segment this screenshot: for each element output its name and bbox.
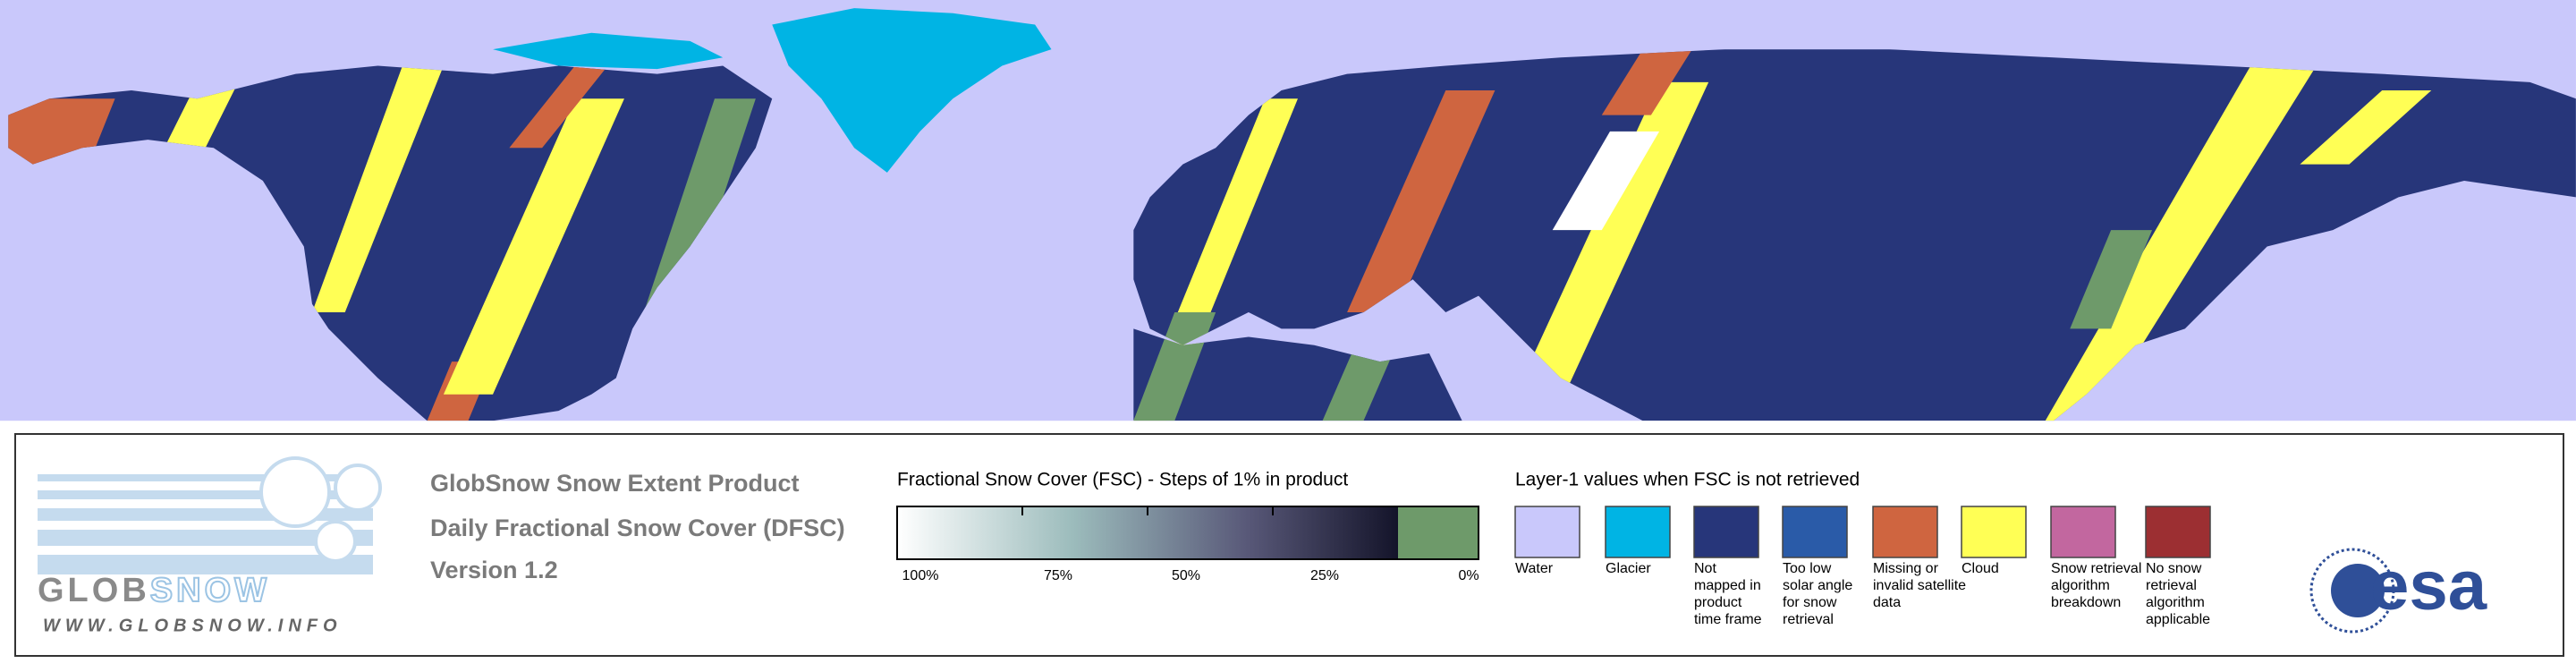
legend-label-line: Cloud xyxy=(1962,561,1999,576)
legend-label-line: Glacier xyxy=(1606,561,1651,576)
legend-label-line: No snow xyxy=(2146,561,2202,576)
dataset-title: Daily Fractional Snow Cover (DFSC) xyxy=(430,515,845,541)
legend-swatch xyxy=(1514,506,1580,558)
legend-label-line: time frame xyxy=(1694,612,1762,627)
legend-label-line: for snow xyxy=(1783,595,1837,610)
version: Version 1.2 xyxy=(430,557,558,583)
brand: esa xyxy=(2370,546,2487,625)
legend-label-line: solar angle xyxy=(1783,578,1852,593)
legend-label-line: Too low xyxy=(1783,561,1832,576)
colorbar-tick-label: 75% xyxy=(1044,568,1072,583)
legend-label: Glacier xyxy=(1606,561,1651,576)
colorbar-tick-label: 0% xyxy=(1458,568,1479,583)
colorbar-tick-label: 100% xyxy=(902,568,939,583)
legend-swatch xyxy=(1782,506,1848,558)
logo: GLOBSNOW WWW.GLOBSNOW.INFO xyxy=(38,456,382,635)
colorbar-tick-label: 25% xyxy=(1310,568,1339,583)
legend-label-line: Missing or xyxy=(1873,561,1939,576)
legend-label-line: data xyxy=(1873,595,1901,610)
colorbar-title: Fractional Snow Cover (FSC) - Steps of 1… xyxy=(897,470,1348,490)
product-title: GlobSnow Snow Extent Product xyxy=(430,470,800,497)
colorbar-tick-label: 50% xyxy=(1172,568,1200,583)
map xyxy=(0,0,2576,421)
svg-text:GLOBSNOW: GLOBSNOW xyxy=(38,572,270,609)
legend-label-line: retrieval xyxy=(2146,578,2197,593)
legend-label-line: algorithm xyxy=(2051,578,2110,593)
legend-swatch xyxy=(2050,506,2116,558)
colorbar-zero xyxy=(1398,506,1479,559)
legend-label: Water xyxy=(1515,561,1554,576)
legend-swatch xyxy=(1872,506,1938,558)
logo-text: SNOW xyxy=(150,572,270,609)
logo-url: WWW.GLOBSNOW.INFO xyxy=(43,616,343,635)
legend-label: Not mapped in product time frame xyxy=(1694,561,1762,627)
esa-logo: esa xyxy=(2309,546,2487,634)
legend-swatch xyxy=(1961,506,2027,558)
legend-label-line: retrieval xyxy=(1783,612,1834,627)
legend-swatch xyxy=(1693,506,1759,558)
legend-label-line: applicable xyxy=(2146,612,2210,627)
legend-swatch xyxy=(2145,506,2211,558)
legend-label: Cloud xyxy=(1962,561,1999,576)
logo-text: GLOB xyxy=(38,572,150,609)
legend-label-line: Water xyxy=(1515,561,1554,576)
legend-swatch xyxy=(1605,506,1671,558)
legend-label: No snow retrieval algorithm applicable xyxy=(2146,561,2210,627)
legend-title: Layer-1 values when FSC is not retrieved xyxy=(1515,470,1860,490)
legend-label-line: mapped in xyxy=(1694,578,1761,593)
legend-label-line: breakdown xyxy=(2051,595,2121,610)
legend-label: Snow retrieval algorithm breakdown xyxy=(2051,561,2141,610)
legend-label-line: product xyxy=(1694,595,1742,610)
legend-label-line: Snow retrieval xyxy=(2051,561,2141,576)
colorbar-frame xyxy=(896,506,1479,560)
legend-label-line: invalid satellite xyxy=(1873,578,1966,593)
legend-label-line: Not xyxy=(1694,561,1716,576)
legend-label: Missing or invalid satellite data xyxy=(1873,561,1966,610)
legend-label-line: algorithm xyxy=(2146,595,2205,610)
legend-label: Too low solar angle for snow retrieval xyxy=(1783,561,1852,627)
